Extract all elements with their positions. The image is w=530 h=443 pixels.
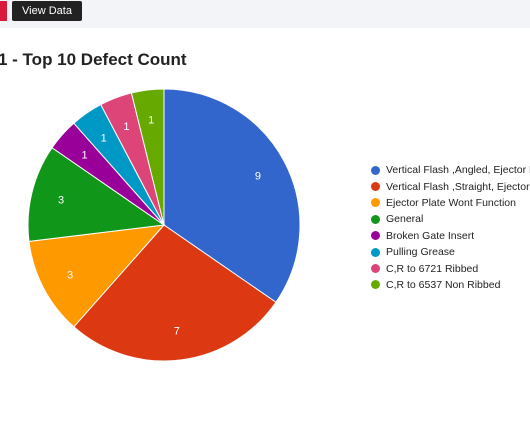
view-data-button[interactable]: View Data (12, 1, 82, 21)
pie-slice[interactable] (28, 224, 166, 328)
legend-label: Broken Gate Insert (386, 229, 475, 242)
legend-swatch (371, 198, 380, 208)
legend-swatch (371, 280, 380, 290)
slice-value-label: 3 (58, 195, 64, 207)
pie-slice[interactable] (27, 147, 166, 242)
legend-swatch (371, 214, 380, 224)
chart-title: 1 - Top 10 Defect Count (0, 50, 187, 69)
legend-label: Ejector Plate Wont Function (386, 196, 516, 209)
slice-value-label: 3 (67, 269, 73, 281)
legend-item[interactable]: C,R to 6721 Ribbed (371, 260, 530, 276)
slice-value-label: 9 (255, 171, 261, 183)
menu-tab[interactable] (0, 1, 7, 21)
legend-item[interactable]: Vertical Flash ,Angled, Ejector B (371, 162, 530, 178)
legend-item[interactable]: Ejector Plate Wont Function (371, 195, 530, 211)
pie-slice[interactable] (73, 224, 277, 362)
legend-item[interactable]: General (371, 211, 530, 227)
legend-swatch (371, 231, 380, 241)
legend-item[interactable]: Vertical Flash ,Straight, Ejector E (371, 178, 530, 194)
slice-value-label: 7 (174, 325, 180, 337)
legend-item[interactable]: C,R to 6537 Non Ribbed (371, 277, 530, 293)
legend-swatch (371, 247, 380, 257)
pie-slice[interactable] (163, 88, 301, 303)
top-toolbar: View Data (0, 0, 530, 28)
legend-label: Pulling Grease (386, 246, 455, 259)
chart-legend: Vertical Flash ,Angled, Ejector B Vertica… (371, 162, 530, 293)
slice-value-label: 1 (123, 121, 129, 133)
legend-item[interactable]: Broken Gate Insert (371, 228, 530, 244)
legend-label: General (386, 213, 424, 226)
legend-label: C,R to 6537 Non Ribbed (386, 278, 501, 291)
legend-label: Vertical Flash ,Angled, Ejector B (386, 164, 530, 177)
legend-swatch (371, 182, 380, 192)
slice-value-label: 1 (148, 115, 154, 127)
legend-label: Vertical Flash ,Straight, Ejector E (386, 180, 530, 193)
legend-swatch (371, 264, 380, 274)
slice-value-label: 1 (101, 133, 107, 145)
pie-slice[interactable] (130, 88, 165, 226)
legend-item[interactable]: Pulling Grease (371, 244, 530, 260)
slice-value-label: 1 (82, 150, 88, 162)
legend-swatch (371, 165, 380, 175)
legend-label: C,R to 6721 Ribbed (386, 262, 479, 275)
